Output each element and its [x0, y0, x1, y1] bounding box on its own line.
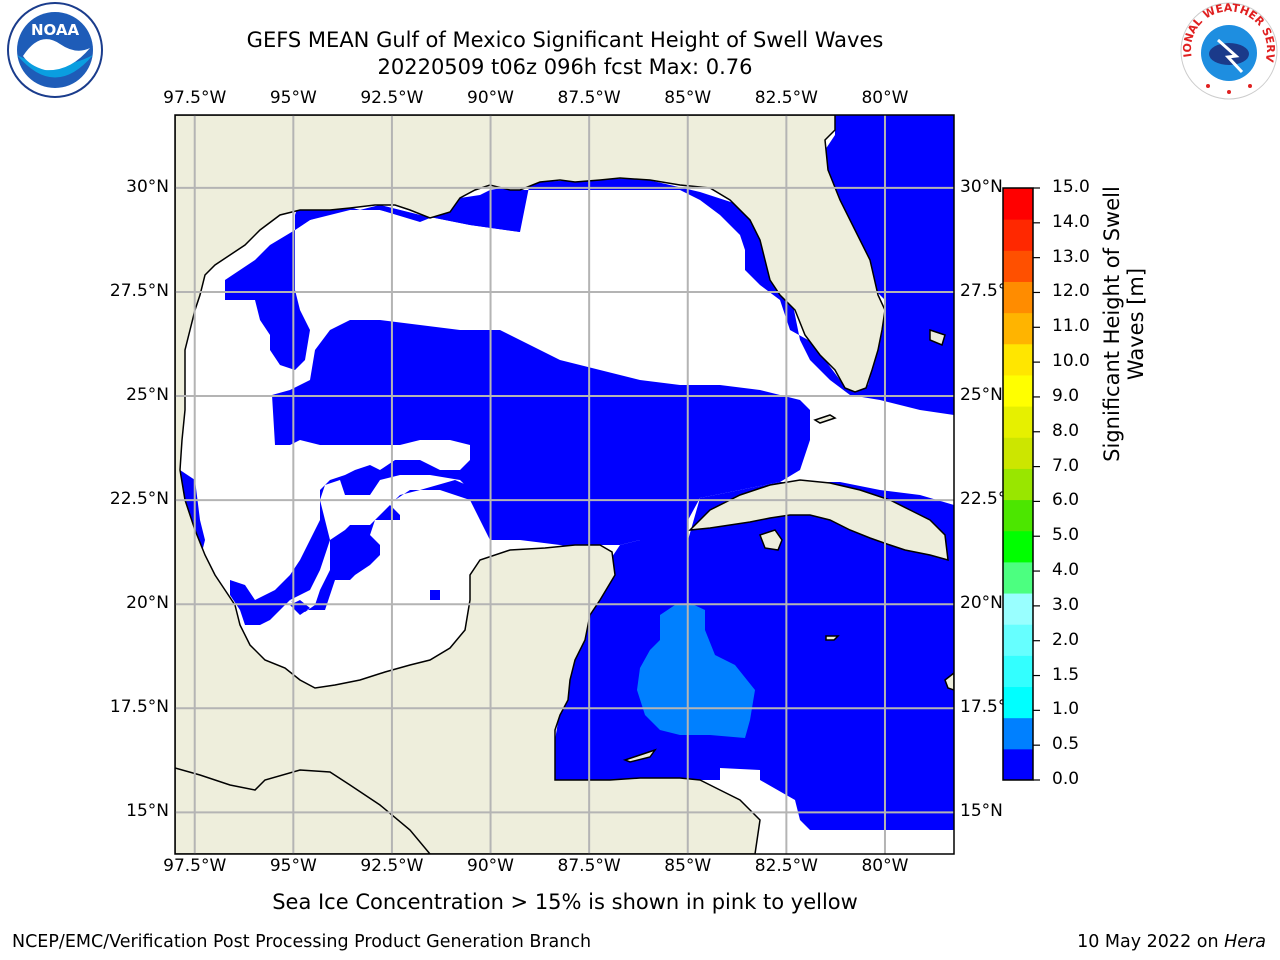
colorbar-swatch-7	[1003, 530, 1033, 563]
lon-label-top-0: 97.5°W	[163, 88, 227, 108]
colorbar-swatch-17	[1003, 219, 1033, 251]
lon-label-top-1: 95°W	[269, 88, 317, 108]
lon-label-top-2: 92.5°W	[360, 88, 424, 108]
colorbar-swatch-8	[1003, 499, 1033, 532]
lat-label-right-0: 15°N	[960, 801, 1003, 822]
lon-label-bottom-5: 85°W	[664, 856, 712, 876]
noaa-logo: NOAA	[7, 2, 103, 98]
lon-label-bottom-7: 80°W	[861, 856, 909, 876]
colorbar-tick-label-13: 11.0	[1052, 316, 1090, 337]
no-data-area	[175, 115, 954, 854]
lat-label-left-4: 25°N	[126, 385, 169, 406]
colorbar-swatch-6	[1003, 561, 1033, 594]
lat-label-left-5: 27.5°N	[109, 280, 169, 301]
lon-label-top-3: 90°W	[467, 88, 514, 108]
colorbar-swatch-10	[1003, 437, 1033, 469]
nws-logo: NATIONAL WEATHER SERVICE	[1178, 0, 1278, 100]
footer-date: 10 May 2022 on Hera	[1077, 932, 1266, 952]
colorbar-tick-label-17: 15.0	[1052, 177, 1090, 197]
colorbar-tick-label-3: 1.5	[1052, 664, 1080, 685]
colorbar-tick-label-14: 12.0	[1052, 281, 1090, 302]
svg-text:NOAA: NOAA	[31, 21, 80, 39]
colorbar-tick-label-2: 1.0	[1052, 699, 1080, 720]
colorbar-swatch-3	[1003, 655, 1033, 688]
land-areas	[175, 115, 954, 854]
lat-label-left-0: 15°N	[126, 801, 169, 822]
sea-ice-note: Sea Ice Concentration > 15% is shown in …	[272, 890, 858, 914]
map-title: GEFS MEAN Gulf of Mexico Significant Hei…	[246, 28, 884, 52]
lat-label-right-6: 30°N	[960, 176, 1003, 197]
colorbar-swatch-2	[1003, 686, 1033, 719]
swell-field-mid	[175, 603, 755, 854]
lat-label-left-2: 20°N	[126, 593, 169, 614]
colorbar-swatch-14	[1003, 312, 1033, 345]
colorbar-swatch-16	[1003, 250, 1033, 282]
lat-label-right-4: 25°N	[960, 385, 1003, 406]
map-gridlines	[175, 115, 954, 854]
lat-label-right-1: 17.5°	[960, 697, 1007, 718]
lat-label-right-2: 20°N	[960, 593, 1003, 614]
colorbar-swatch-1	[1003, 717, 1033, 750]
colorbar-swatch-12	[1003, 374, 1033, 407]
lat-label-left-3: 22.5°N	[109, 489, 169, 510]
colorbar-tick-label-1: 0.5	[1052, 734, 1080, 755]
colorbar-swatch-11	[1003, 406, 1033, 438]
footer-credit: NCEP/EMC/Verification Post Processing Pr…	[12, 932, 592, 952]
colorbar-tick-label-10: 8.0	[1052, 420, 1080, 441]
colorbar-tick-label-0: 0.0	[1052, 769, 1080, 789]
lon-label-bottom-3: 90°W	[467, 856, 514, 876]
colorbar-tick-label-7: 5.0	[1052, 525, 1080, 546]
colorbar-swatch-15	[1003, 281, 1033, 314]
lon-label-top-7: 80°W	[861, 88, 909, 108]
lat-label-right-5: 27.5°	[960, 280, 1007, 301]
colorbar-tick-label-6: 4.0	[1052, 560, 1080, 581]
lat-label-left-1: 17.5°N	[109, 697, 169, 718]
colorbar-tick-label-12: 10.0	[1052, 351, 1090, 372]
lon-label-top-4: 87.5°W	[557, 88, 621, 108]
lat-label-right-3: 22.5°	[960, 489, 1007, 510]
lon-label-top-6: 82.5°W	[754, 88, 818, 108]
colorbar-title: Significant Height of Swell Waves [m]	[1100, 186, 1148, 462]
lon-label-bottom-4: 87.5°W	[557, 856, 621, 876]
lat-label-left-6: 30°N	[126, 176, 169, 197]
colorbar-tick-label-8: 6.0	[1052, 490, 1080, 511]
colorbar-tick-label-4: 2.0	[1052, 629, 1080, 650]
map-frame	[174, 114, 955, 855]
lon-label-bottom-1: 95°W	[269, 856, 317, 876]
colorbar-swatch-0	[1003, 748, 1033, 781]
colorbar-tick-label-11: 9.0	[1052, 385, 1080, 406]
footer-date-text: 10 May 2022 on	[1077, 932, 1225, 952]
colorbar-swatch-9	[1003, 468, 1033, 501]
colorbar-tick-label-9: 7.0	[1052, 455, 1080, 476]
swell-field-low	[180, 115, 954, 830]
map-subtitle: 20220509 t06z 096h fcst Max: 0.76	[377, 55, 753, 79]
colorbar-tick-label-16: 14.0	[1052, 211, 1090, 232]
colorbar-tick-label-15: 13.0	[1052, 246, 1090, 267]
colorbar-swatch-13	[1003, 343, 1033, 376]
lon-label-bottom-0: 97.5°W	[163, 856, 227, 876]
lon-label-bottom-6: 82.5°W	[754, 856, 818, 876]
footer-host: Hera	[1224, 932, 1266, 952]
colorbar-swatch-18	[1003, 188, 1033, 220]
colorbar-swatch-5	[1003, 593, 1033, 625]
colorbar-swatch-4	[1003, 624, 1033, 656]
colorbar-tick-label-5: 3.0	[1052, 594, 1080, 615]
lon-label-bottom-2: 92.5°W	[360, 856, 424, 876]
colorbar-frame	[1002, 187, 1034, 781]
lon-label-top-5: 85°W	[664, 88, 712, 108]
